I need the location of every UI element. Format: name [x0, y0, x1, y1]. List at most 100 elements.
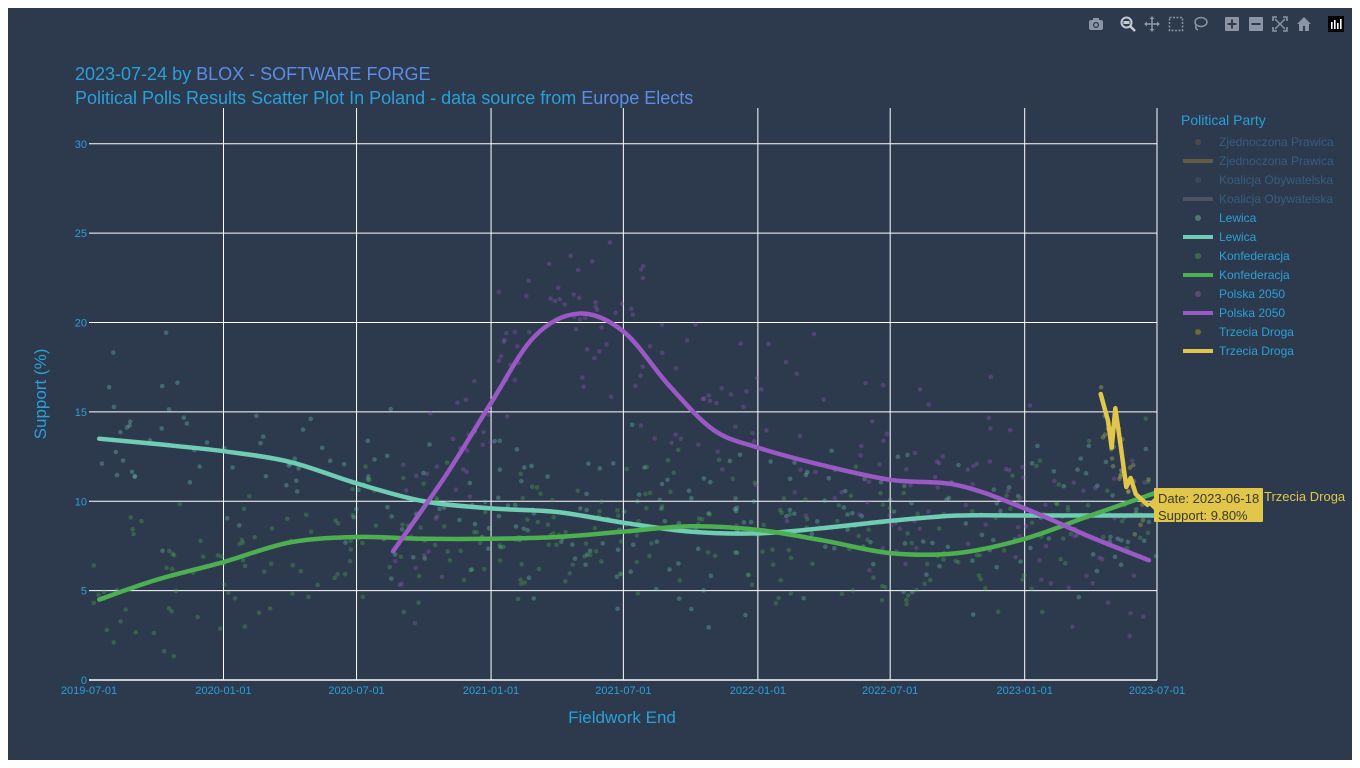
- data-point: [647, 343, 653, 349]
- data-point: [1146, 519, 1152, 525]
- data-point: [583, 541, 589, 546]
- zoom-in-icon[interactable]: [1220, 12, 1244, 36]
- data-point: [529, 463, 534, 469]
- data-point: [514, 447, 520, 452]
- data-point: [1037, 458, 1043, 463]
- data-point: [1006, 467, 1012, 473]
- data-point: [994, 501, 1000, 506]
- legend-item-5[interactable]: Lewica: [1181, 227, 1334, 246]
- reset-axes-icon[interactable]: [1292, 12, 1316, 36]
- legend-label: Lewica: [1219, 210, 1257, 225]
- data-point: [350, 486, 355, 492]
- data-point: [1023, 523, 1029, 529]
- trend-line-lewica[interactable]: [96, 436, 1160, 536]
- legend-item-2[interactable]: Koalicja Obywatelska: [1181, 170, 1334, 189]
- data-point: [887, 505, 893, 511]
- data-point: [421, 481, 426, 487]
- data-point: [963, 521, 969, 526]
- camera-icon[interactable]: [1084, 12, 1108, 36]
- data-point: [956, 462, 961, 468]
- data-point: [903, 466, 909, 472]
- data-point: [642, 465, 647, 470]
- data-point: [197, 464, 202, 469]
- data-point: [600, 541, 606, 546]
- author-link[interactable]: BLOX - SOFTWARE FORGE: [196, 64, 431, 84]
- data-point: [389, 514, 394, 519]
- data-point: [719, 385, 725, 391]
- data-point: [944, 497, 949, 502]
- legend-item-4[interactable]: Lewica: [1181, 208, 1334, 227]
- data-point: [913, 545, 919, 551]
- data-point: [677, 578, 683, 583]
- data-point: [525, 517, 530, 522]
- legend-item-10[interactable]: Trzecia Droga: [1181, 322, 1334, 341]
- data-point: [730, 476, 736, 481]
- data-point: [904, 597, 909, 603]
- data-point: [559, 539, 564, 544]
- data-point: [882, 585, 888, 590]
- data-point: [434, 496, 440, 501]
- data-point: [486, 412, 491, 417]
- trend-line-trzecia-droga[interactable]: [1098, 391, 1150, 508]
- data-point: [582, 554, 587, 559]
- data-point: [638, 267, 644, 272]
- lasso-icon[interactable]: [1188, 12, 1212, 36]
- data-point: [732, 550, 738, 555]
- legend-item-1[interactable]: Zjednoczona Prawica: [1181, 151, 1334, 170]
- legend: Political Party Zjednoczona Prawica Zjedn…: [1181, 112, 1334, 360]
- data-point: [372, 457, 377, 462]
- trend-line-polska-2050[interactable]: [390, 311, 1152, 563]
- data-point: [497, 467, 503, 472]
- data-point: [880, 546, 886, 551]
- modebar: [1084, 12, 1348, 36]
- data-point: [843, 488, 848, 494]
- data-point: [636, 518, 641, 524]
- data-point: [848, 493, 854, 499]
- data-point: [659, 350, 665, 356]
- data-point: [909, 589, 915, 595]
- source-link[interactable]: Europe Elects: [581, 88, 694, 108]
- data-point: [348, 547, 354, 552]
- data-point: [1048, 580, 1054, 586]
- zoom-icon[interactable]: [1116, 12, 1140, 36]
- zoom-out-icon[interactable]: [1244, 12, 1268, 36]
- data-point: [373, 523, 379, 528]
- legend-item-3[interactable]: Koalicja Obywatelska: [1181, 189, 1334, 208]
- data-point: [308, 416, 314, 422]
- data-point: [1084, 573, 1089, 579]
- data-point: [902, 483, 907, 489]
- legend-item-6[interactable]: Konfederacja: [1181, 246, 1334, 265]
- data-point: [676, 596, 682, 601]
- data-point: [751, 439, 757, 444]
- data-point: [351, 514, 357, 520]
- legend-item-0[interactable]: Zjednoczona Prawica: [1181, 132, 1334, 151]
- pan-icon[interactable]: [1140, 12, 1164, 36]
- legend-item-9[interactable]: Polska 2050: [1181, 303, 1334, 322]
- data-point: [863, 381, 868, 386]
- data-point: [787, 512, 793, 517]
- autoscale-icon[interactable]: [1268, 12, 1292, 36]
- data-point: [453, 487, 459, 493]
- data-point: [1086, 438, 1092, 444]
- data-point: [548, 296, 554, 301]
- box-select-icon[interactable]: [1164, 12, 1188, 36]
- data-point: [866, 479, 872, 485]
- data-point: [496, 513, 502, 519]
- data-point: [719, 467, 725, 472]
- data-point: [936, 460, 942, 466]
- data-point: [177, 501, 183, 507]
- data-point: [839, 591, 845, 597]
- trend-line-konfederacja[interactable]: [96, 490, 1160, 602]
- data-point: [129, 469, 135, 475]
- data-point: [733, 424, 738, 430]
- x-tick-label: 2021-01-01: [463, 685, 519, 697]
- legend-item-7[interactable]: Konfederacja: [1181, 265, 1334, 284]
- data-point: [783, 359, 789, 365]
- data-point: [1115, 536, 1121, 542]
- data-point: [700, 396, 706, 402]
- scatter-chart[interactable]: 2019-07-01 2020-01-01 2020-07-01 2021-01-01…: [8, 8, 1352, 760]
- data-point: [773, 601, 779, 606]
- legend-item-11[interactable]: Trzecia Droga: [1181, 341, 1334, 360]
- plotly-logo-icon[interactable]: [1324, 12, 1348, 36]
- legend-item-8[interactable]: Polska 2050: [1181, 284, 1334, 303]
